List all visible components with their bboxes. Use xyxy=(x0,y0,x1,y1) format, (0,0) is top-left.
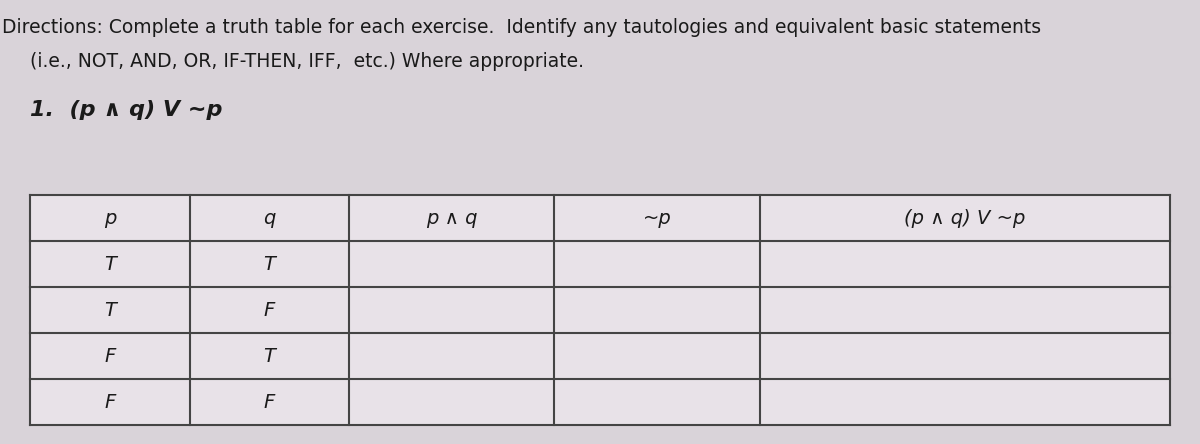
Text: (i.e., NOT, AND, OR, IF-THEN, IFF,  etc.) Where appropriate.: (i.e., NOT, AND, OR, IF-THEN, IFF, etc.)… xyxy=(30,52,584,71)
Text: ~p: ~p xyxy=(643,209,671,227)
Text: p ∧ q: p ∧ q xyxy=(426,209,478,227)
Bar xyxy=(30,195,1170,425)
Text: F: F xyxy=(104,346,115,365)
Text: 1.  (p ∧ q) V ~p: 1. (p ∧ q) V ~p xyxy=(30,100,222,120)
Text: p: p xyxy=(103,209,116,227)
Text: T: T xyxy=(104,254,115,274)
Text: (p ∧ q) V ~p: (p ∧ q) V ~p xyxy=(904,209,1026,227)
Text: T: T xyxy=(264,346,275,365)
Text: F: F xyxy=(264,392,275,412)
Text: F: F xyxy=(264,301,275,320)
Text: q: q xyxy=(263,209,276,227)
Text: F: F xyxy=(104,392,115,412)
Text: Directions: Complete a truth table for each exercise.  Identify any tautologies : Directions: Complete a truth table for e… xyxy=(2,18,1042,37)
Text: T: T xyxy=(264,254,275,274)
Text: T: T xyxy=(104,301,115,320)
